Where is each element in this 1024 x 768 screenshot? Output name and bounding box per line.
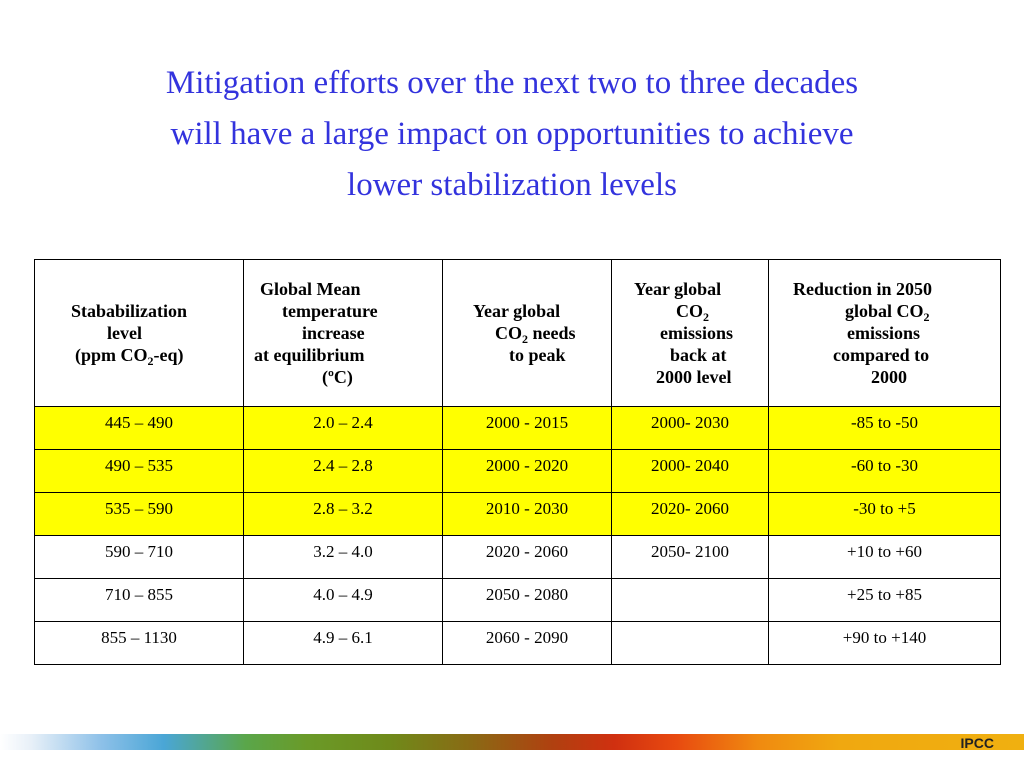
slide-title: Mitigation efforts over the next two to …: [60, 58, 964, 211]
cell-reduction: +25 to +85: [768, 578, 1001, 622]
cell-temp: 4.0 – 4.9: [243, 578, 443, 622]
footer-gradient-bar: [0, 734, 1024, 750]
table-row: 535 – 590 2.8 – 3.2 2010 - 2030 2020- 20…: [34, 492, 1001, 536]
cell-back: 2000- 2030: [611, 406, 769, 450]
cell-temp: 3.2 – 4.0: [243, 535, 443, 579]
stabilization-table: Stababilization level (ppm CO2-eq) Globa…: [34, 259, 1001, 665]
cell-peak: 2020 - 2060: [442, 535, 612, 579]
title-line-1: Mitigation efforts over the next two to …: [165, 65, 859, 101]
header-col2-line4: at equilibrium: [254, 345, 365, 365]
footer-ipcc-label: IPCC: [960, 735, 994, 751]
cell-temp: 2.8 – 3.2: [243, 492, 443, 536]
cell-peak: 2000 - 2015: [442, 406, 612, 450]
cell-peak: 2000 - 2020: [442, 449, 612, 493]
table-row: 445 – 490 2.0 – 2.4 2000 - 2015 2000- 20…: [34, 406, 1001, 450]
table-row: 590 – 710 3.2 – 4.0 2020 - 2060 2050- 21…: [34, 535, 1001, 579]
header-col4-line1: Year global: [634, 279, 722, 299]
cell-peak: 2050 - 2080: [442, 578, 612, 622]
header-col1-line2: level: [107, 323, 142, 343]
cell-back: 2020- 2060: [611, 492, 769, 536]
cell-level: 445 – 490: [34, 406, 244, 450]
header-col2-line3: increase: [302, 323, 365, 343]
header-stabilization-level: Stababilization level (ppm CO2-eq): [34, 259, 244, 407]
header-col4-line3: emissions: [660, 323, 734, 343]
cell-reduction: -85 to -50: [768, 406, 1001, 450]
header-col1-line3: (ppm CO2-eq): [75, 345, 184, 368]
cell-back: [611, 621, 769, 665]
header-col4-line2: CO2: [676, 301, 709, 324]
header-year-back-2000: Year global CO2 emissions back at 2000 l…: [611, 259, 769, 407]
cell-reduction: +10 to +60: [768, 535, 1001, 579]
cell-back: 2050- 2100: [611, 535, 769, 579]
cell-level: 490 – 535: [34, 449, 244, 493]
header-col2-line1: Global Mean: [260, 279, 361, 299]
header-col2-line5: (ºC): [322, 367, 353, 387]
header-col2-line2: temperature: [282, 301, 378, 321]
header-col3-line3: to peak: [509, 345, 566, 365]
cell-level: 855 – 1130: [34, 621, 244, 665]
table-row: 490 – 535 2.4 – 2.8 2000 - 2020 2000- 20…: [34, 449, 1001, 493]
cell-level: 710 – 855: [34, 578, 244, 622]
header-col3-line1: Year global: [473, 301, 561, 321]
header-year-peak: Year global CO2 needs to peak: [442, 259, 612, 407]
cell-temp: 4.9 – 6.1: [243, 621, 443, 665]
header-col5-line1: Reduction in 2050: [793, 279, 933, 299]
header-col4-line4: back at: [670, 345, 727, 365]
cell-level: 535 – 590: [34, 492, 244, 536]
header-temperature-increase: Global Mean temperature increase at equi…: [243, 259, 443, 407]
header-reduction-2050: Reduction in 2050 global CO2 emissions c…: [768, 259, 1001, 407]
cell-peak: 2010 - 2030: [442, 492, 612, 536]
cell-temp: 2.0 – 2.4: [243, 406, 443, 450]
header-col5-line5: 2000: [871, 367, 907, 387]
cell-reduction: -60 to -30: [768, 449, 1001, 493]
header-col3-line2: CO2 needs: [495, 323, 576, 346]
header-col4-line5: 2000 level: [656, 367, 732, 387]
header-col5-line3: emissions: [847, 323, 921, 343]
cell-back: 2000- 2040: [611, 449, 769, 493]
cell-reduction: +90 to +140: [768, 621, 1001, 665]
table-header-row: Stababilization level (ppm CO2-eq) Globa…: [34, 259, 1001, 407]
cell-reduction: -30 to +5: [768, 492, 1001, 536]
title-line-2: will have a large impact on opportunitie…: [170, 116, 854, 152]
header-col5-line2: global CO2: [845, 301, 930, 324]
cell-temp: 2.4 – 2.8: [243, 449, 443, 493]
table-row: 710 – 855 4.0 – 4.9 2050 - 2080 +25 to +…: [34, 578, 1001, 622]
cell-back: [611, 578, 769, 622]
cell-peak: 2060 - 2090: [442, 621, 612, 665]
title-line-3: lower stabilization levels: [347, 167, 677, 203]
cell-level: 590 – 710: [34, 535, 244, 579]
header-col1-line1: Stababilization: [71, 301, 188, 321]
header-col5-line4: compared to: [833, 345, 930, 365]
table-row: 855 – 1130 4.9 – 6.1 2060 - 2090 +90 to …: [34, 621, 1001, 665]
